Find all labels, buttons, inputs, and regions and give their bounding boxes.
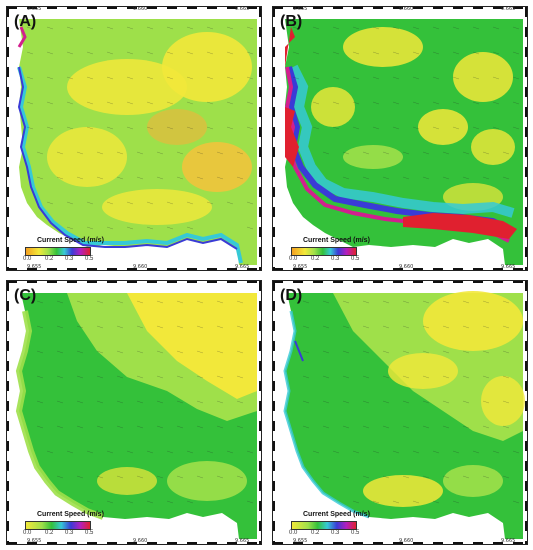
map-frame-c: (C) 9.655 9.660 9.665 Current Speed (m/s…	[6, 280, 262, 545]
legend-tick: 0.3	[331, 530, 340, 536]
panel-b: (B) 9.655 9.660 9.665 9.655 9.660 9.665 …	[268, 2, 530, 274]
x-tick: 9.660	[399, 538, 414, 544]
legend-colorbar	[25, 521, 91, 530]
legend-colorbar	[291, 521, 357, 530]
frame-dash-top	[7, 281, 261, 283]
legend-tick: 0.5	[351, 256, 360, 262]
legend-title: Current Speed (m/s)	[37, 237, 104, 244]
x-tick: 9.665	[235, 538, 250, 544]
frame-dash-top	[273, 7, 527, 9]
x-tick: 9.660	[133, 538, 148, 544]
legend-tick: 0.0	[289, 256, 298, 262]
frame-dash-left	[273, 281, 275, 544]
legend-title: Current Speed (m/s)	[37, 511, 104, 518]
panel-a: (A) 9.655 9.660 9.665 9.655 9.660 9.665 …	[2, 2, 264, 274]
map-frame-d: (D) 9.655 9.660 9.665 Current Speed (m/s…	[272, 280, 528, 545]
frame-dash-bottom	[7, 542, 261, 544]
x-tick: 9.655	[293, 6, 308, 12]
legend-tick: 0.5	[85, 530, 94, 536]
x-tick: 9.660	[133, 6, 148, 12]
current-speed-map-b	[273, 7, 527, 270]
panel-label: (A)	[14, 13, 37, 30]
legend-tick: 0.0	[23, 256, 32, 262]
x-tick: 9.660	[133, 264, 148, 270]
x-tick: 9.655	[27, 6, 42, 12]
legend-tick: 0.0	[23, 530, 32, 536]
legend-title: Current Speed (m/s)	[303, 511, 370, 518]
frame-dash-top	[7, 7, 261, 9]
speed-legend: Current Speed (m/s) 0.0 0.2 0.3 0.5	[285, 511, 373, 541]
frame-dash-right	[525, 281, 527, 544]
frame-dash-bottom	[273, 542, 527, 544]
x-tick: 9.655	[293, 538, 308, 544]
frame-dash-bottom	[273, 268, 527, 270]
current-speed-map-d	[273, 281, 527, 544]
frame-dash-right	[259, 7, 261, 270]
legend-tick: 0.2	[45, 256, 54, 262]
x-tick: 9.660	[399, 6, 414, 12]
current-speed-map-c	[7, 281, 261, 544]
frame-dash-left	[7, 7, 9, 270]
x-tick: 9.665	[501, 538, 516, 544]
x-tick: 9.665	[235, 6, 250, 12]
legend-tick: 0.5	[351, 530, 360, 536]
x-tick: 9.655	[27, 264, 42, 270]
frame-dash-top	[273, 281, 527, 283]
panel-label: (D)	[280, 287, 303, 304]
legend-tick: 0.5	[85, 256, 94, 262]
legend-colorbar	[25, 247, 91, 256]
speed-legend: Current Speed (m/s) 0.0 0.2 0.3 0.5	[19, 237, 107, 267]
legend-title: Current Speed (m/s)	[303, 237, 370, 244]
speed-legend: Current Speed (m/s) 0.0 0.2 0.3 0.5	[285, 237, 373, 267]
legend-tick: 0.3	[65, 256, 74, 262]
frame-dash-bottom	[7, 268, 261, 270]
panel-label: (B)	[280, 13, 303, 30]
legend-tick: 0.2	[311, 256, 320, 262]
x-tick: 9.655	[293, 264, 308, 270]
legend-tick: 0.2	[311, 530, 320, 536]
legend-tick: 0.3	[331, 256, 340, 262]
map-frame-b: (B) 9.655 9.660 9.665 9.655 9.660 9.665 …	[272, 6, 528, 271]
x-tick: 9.665	[235, 264, 250, 270]
x-tick: 9.660	[399, 264, 414, 270]
legend-tick: 0.2	[45, 530, 54, 536]
map-frame-a: (A) 9.655 9.660 9.665 9.655 9.660 9.665 …	[6, 6, 262, 271]
panel-d: (D) 9.655 9.660 9.665 Current Speed (m/s…	[268, 276, 530, 548]
x-tick: 9.655	[27, 538, 42, 544]
x-tick: 9.665	[501, 264, 516, 270]
legend-colorbar	[291, 247, 357, 256]
frame-dash-right	[259, 281, 261, 544]
current-speed-map-a	[7, 7, 261, 270]
panel-label: (C)	[14, 287, 37, 304]
legend-tick: 0.0	[289, 530, 298, 536]
panel-c: (C) 9.655 9.660 9.665 Current Speed (m/s…	[2, 276, 264, 548]
frame-dash-left	[7, 281, 9, 544]
x-tick: 9.665	[501, 6, 516, 12]
frame-dash-left	[273, 7, 275, 270]
frame-dash-right	[525, 7, 527, 270]
legend-tick: 0.3	[65, 530, 74, 536]
speed-legend: Current Speed (m/s) 0.0 0.2 0.3 0.5	[19, 511, 107, 541]
